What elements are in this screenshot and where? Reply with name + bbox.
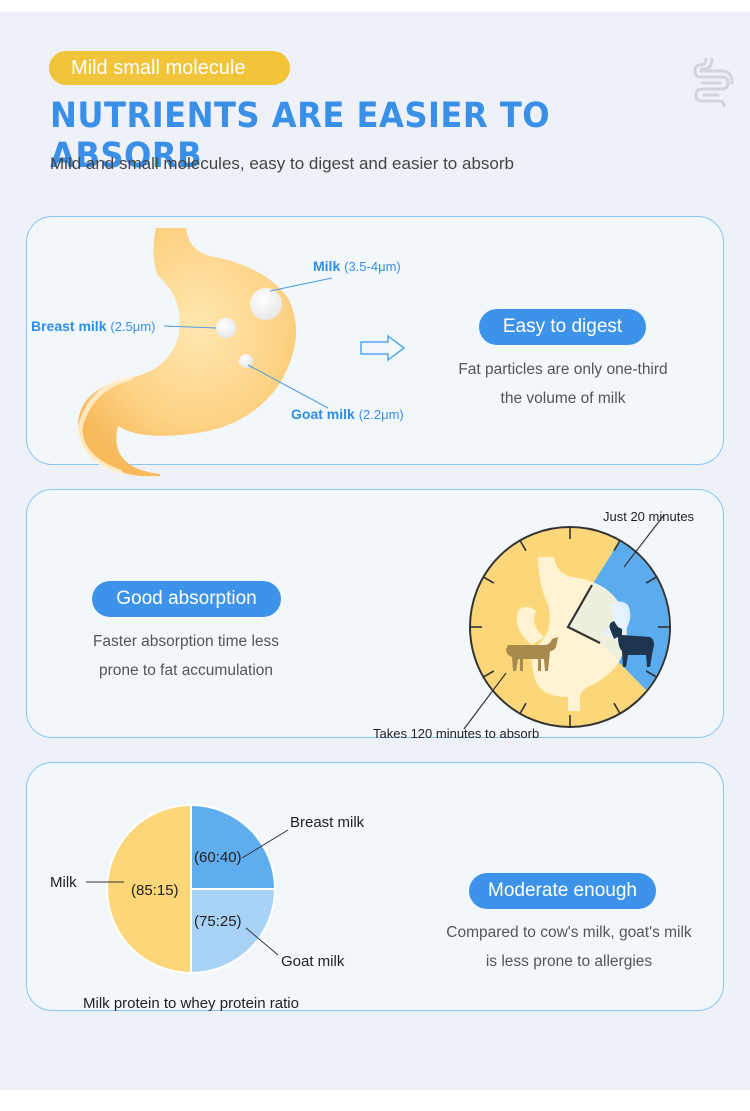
goat-milk-legend-label: Goat milk <box>281 953 345 970</box>
goat-milk-particle <box>239 354 253 368</box>
clock-hands <box>566 584 601 644</box>
clock-tick <box>482 576 495 584</box>
category-tag: Mild small molecule <box>49 51 290 85</box>
clock-tick <box>519 539 527 552</box>
goat-milk-size-label: Goat milk (2.2μm) <box>291 406 404 422</box>
cow-icon <box>506 637 558 671</box>
long-time-pointer <box>463 672 507 730</box>
clock-tick <box>645 576 658 584</box>
protein-ratio-pie-chart <box>106 803 277 975</box>
milk-size-label: Milk (3.5-4μm) <box>313 258 401 274</box>
breast-milk-legend-label: Breast milk <box>290 814 365 831</box>
clock-ticks <box>470 527 670 727</box>
stomach-silhouette <box>532 557 627 711</box>
arrow-right-icon <box>360 334 406 362</box>
absorption-clock <box>463 514 671 730</box>
clock-tick <box>519 702 527 715</box>
page-title: NUTRIENTS ARE EASIER TO ABSORB <box>50 96 551 176</box>
arm-left-icon <box>516 607 544 645</box>
pie-slice-goat-milk <box>190 888 277 975</box>
clock-tick <box>482 670 495 678</box>
breast-milk-particle <box>216 318 236 338</box>
short-time-label: Just 20 minutes <box>603 509 695 524</box>
long-time-label: Takes 120 minutes to absorb <box>373 726 540 741</box>
goat-milk-ratio: (75:25) <box>194 913 242 930</box>
milk-legend-label: Milk <box>50 874 77 891</box>
intestine-icon <box>693 57 734 108</box>
protein-description: Compared to cow's milk, goat's milk is l… <box>446 924 692 970</box>
clock-tick <box>613 539 621 552</box>
milk-ratio: (85:15) <box>131 882 179 899</box>
easy-to-digest-badge: Easy to digest <box>479 309 646 345</box>
page-subtitle: Mild and small molecules, easy to digest… <box>50 154 514 173</box>
goat-icon <box>609 621 654 667</box>
pie-chart-caption: Milk protein to whey protein ratio <box>83 995 299 1012</box>
breast-milk-size-label: Breast milk (2.5μm) <box>31 318 156 334</box>
arm-right-icon <box>604 601 631 641</box>
digest-description: Fat particles are only one-third the vol… <box>458 361 668 407</box>
clock-tick <box>645 670 658 678</box>
breast-milk-ratio: (60:40) <box>194 849 242 866</box>
pie-slice-milk <box>106 803 192 975</box>
moderate-enough-badge: Moderate enough <box>469 873 656 909</box>
absorption-description: Faster absorption time less prone to fat… <box>92 633 280 679</box>
pie-slice-breast-milk <box>190 803 277 890</box>
good-absorption-badge: Good absorption <box>92 581 281 617</box>
short-time-pointer <box>623 514 665 568</box>
stomach-illustration <box>77 228 333 476</box>
milk-particle <box>250 288 282 320</box>
clock-tick <box>613 702 621 715</box>
